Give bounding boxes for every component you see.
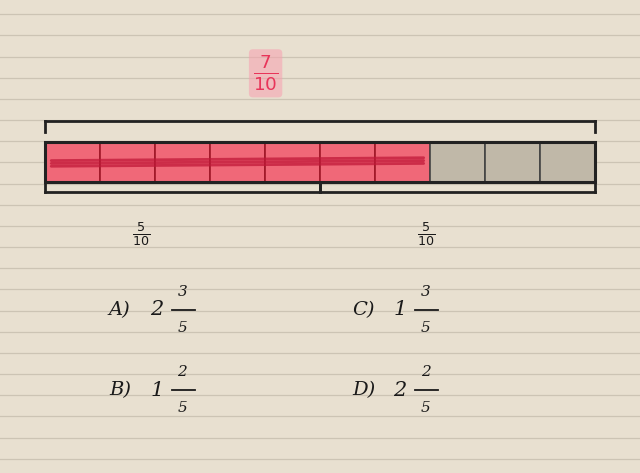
Text: $\frac{5}{10}$: $\frac{5}{10}$ — [417, 220, 435, 248]
Text: 5: 5 — [177, 321, 188, 335]
Text: 2: 2 — [420, 365, 431, 379]
Bar — [485, 142, 540, 182]
Bar — [45, 142, 595, 182]
Bar — [540, 142, 595, 182]
Bar — [320, 142, 375, 182]
Text: 1: 1 — [150, 381, 163, 400]
Bar — [375, 142, 430, 182]
Text: A): A) — [109, 301, 131, 319]
Text: 2: 2 — [150, 300, 163, 319]
Text: 5: 5 — [420, 321, 431, 335]
Text: B): B) — [109, 381, 131, 399]
Text: 3: 3 — [420, 285, 431, 299]
Bar — [210, 142, 265, 182]
Text: $\mathit{\frac{7}{10}}$: $\mathit{\frac{7}{10}}$ — [253, 53, 278, 94]
Text: 3: 3 — [177, 285, 188, 299]
Bar — [265, 142, 320, 182]
Bar — [100, 142, 155, 182]
Text: 1: 1 — [394, 300, 406, 319]
Text: 5: 5 — [420, 401, 431, 415]
Text: $\frac{5}{10}$: $\frac{5}{10}$ — [132, 220, 150, 248]
Bar — [430, 142, 485, 182]
Text: 5: 5 — [177, 401, 188, 415]
Bar — [155, 142, 210, 182]
Text: D): D) — [352, 381, 375, 399]
Text: 2: 2 — [394, 381, 406, 400]
Text: 2: 2 — [177, 365, 188, 379]
Bar — [45, 142, 100, 182]
Text: C): C) — [352, 301, 374, 319]
